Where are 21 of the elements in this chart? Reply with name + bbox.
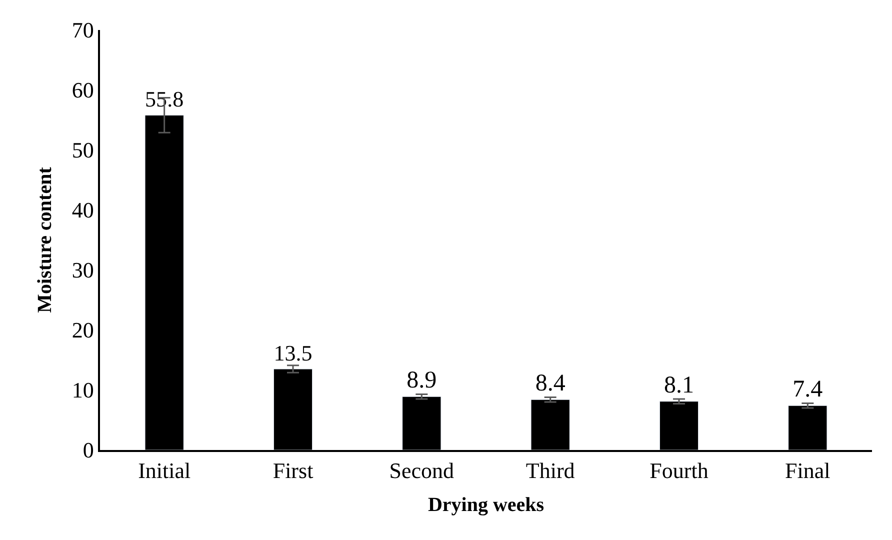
- y-tick-label: 20: [72, 318, 94, 343]
- x-tick-label: Second: [389, 458, 454, 484]
- y-axis-title: Moisture content: [34, 166, 56, 313]
- x-tick-label: Third: [526, 458, 575, 484]
- x-tick-label: First: [272, 458, 314, 484]
- y-tick-label: 40: [72, 198, 94, 223]
- data-label: 7.4: [792, 376, 823, 403]
- y-tick-label: 70: [72, 18, 94, 43]
- data-label: 13.5: [274, 340, 312, 366]
- x-tick-label: Fourth: [650, 458, 708, 484]
- x-axis-title: Drying weeks: [428, 494, 544, 516]
- y-tick-label: 50: [72, 138, 94, 163]
- y-tick-label: 30: [72, 258, 94, 283]
- y-tick-label: 0: [82, 438, 94, 463]
- data-label: 8.4: [535, 370, 566, 397]
- data-label: 8.1: [664, 372, 694, 398]
- x-tick-label: Final: [785, 458, 830, 484]
- y-tick-label: 10: [72, 378, 94, 403]
- data-label: 8.9: [406, 368, 437, 394]
- x-tick-label: Initial: [138, 458, 191, 484]
- y-tick-label: 60: [72, 78, 94, 103]
